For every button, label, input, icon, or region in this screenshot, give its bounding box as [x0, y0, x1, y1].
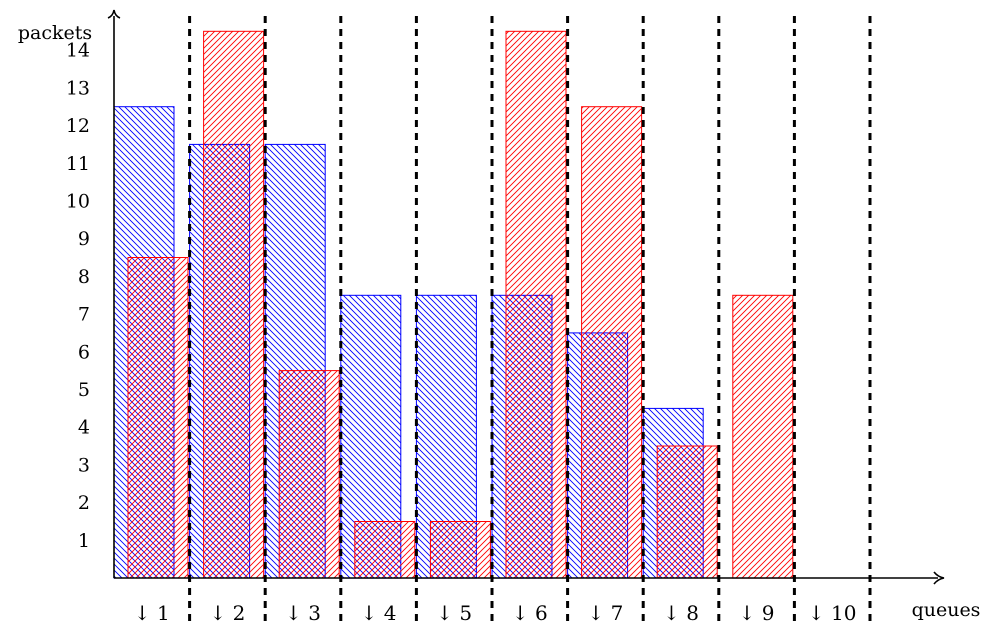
- y-tick-label: 1: [78, 530, 90, 552]
- x-axis-label: queues: [912, 599, 981, 621]
- x-category-label: ↓ 5: [436, 601, 472, 625]
- y-tick-label: 14: [66, 40, 90, 62]
- x-category-labels: ↓ 1 ↓ 2 ↓ 3 ↓ 4 ↓ 5 ↓ 6 ↓ 7 ↓ 8 ↓ 9 ↓ 10: [134, 601, 857, 625]
- y-tick-label: 13: [66, 77, 90, 99]
- y-axis-label: packets: [18, 22, 92, 44]
- bar-red-queue-9: [732, 294, 794, 579]
- x-category-label: ↓ 6: [512, 601, 548, 625]
- queue-separators: [188, 16, 872, 622]
- y-tick-label: 9: [78, 228, 90, 250]
- bar-red-queue-4: [354, 521, 416, 579]
- y-tick-label: 8: [78, 266, 90, 288]
- x-axis-arrow: [933, 571, 945, 585]
- bar-red-queue-7: [581, 106, 643, 579]
- bar-red-queue-5: [429, 521, 491, 579]
- x-category-label: ↓ 1: [134, 601, 170, 625]
- x-category-label: ↓ 8: [663, 601, 699, 625]
- y-tick-label: 5: [78, 379, 90, 401]
- y-tick-label: 7: [78, 304, 90, 326]
- axes: [107, 9, 945, 585]
- bar-red-queue-8: [656, 445, 718, 579]
- bar-red-queue-6: [505, 30, 567, 579]
- y-tick-label: 4: [78, 417, 90, 439]
- y-tick-label: 11: [66, 153, 90, 175]
- bar-red-queue-2: [203, 30, 265, 579]
- x-category-label: ↓ 7: [587, 601, 623, 625]
- x-category-label: ↓ 2: [209, 601, 245, 625]
- x-category-label: ↓ 10: [808, 601, 857, 625]
- x-category-label: ↓ 4: [361, 601, 397, 625]
- bar-red-queue-1: [127, 257, 189, 579]
- y-tick-label: 2: [78, 492, 90, 514]
- x-category-label: ↓ 3: [285, 601, 321, 625]
- y-tick-label: 6: [78, 341, 90, 363]
- y-tick-label: 12: [66, 115, 90, 137]
- y-tick-label: 10: [66, 191, 90, 213]
- series-red-bars: [127, 30, 794, 579]
- x-category-label: ↓ 9: [739, 601, 775, 625]
- y-tick-label: 3: [78, 454, 90, 476]
- bar-red-queue-3: [278, 370, 340, 579]
- y-axis-arrow: [107, 9, 121, 19]
